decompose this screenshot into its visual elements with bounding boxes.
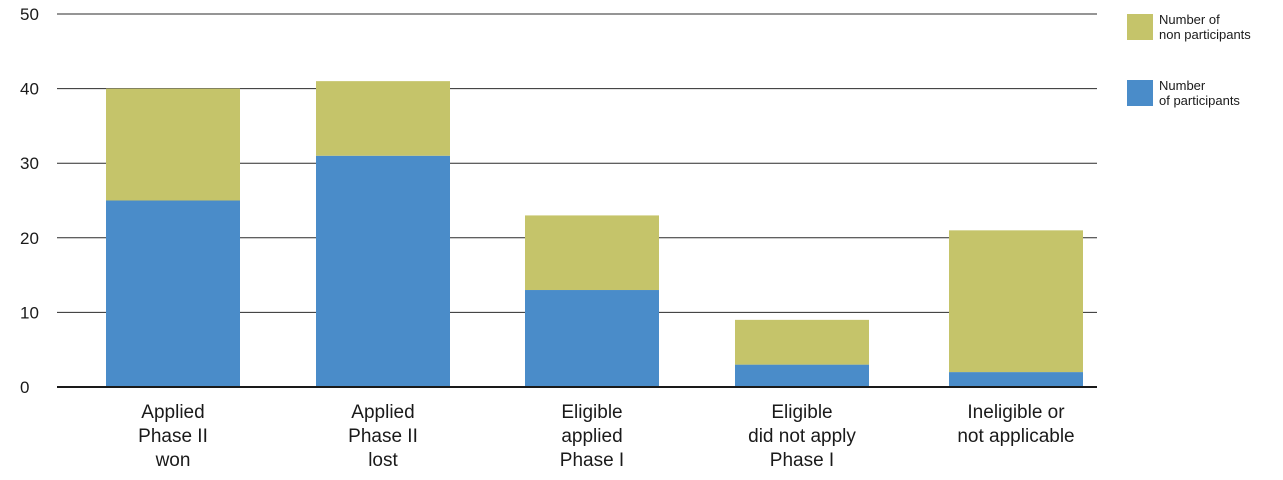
y-tick-label: 30 — [20, 154, 39, 173]
y-tick-label: 50 — [20, 5, 39, 24]
x-axis-labels: Applied Phase II won Applied Phase II lost Eli… — [138, 402, 1074, 471]
x-tick-label: Eligible did not apply Phase I — [748, 402, 856, 471]
x-tick-label-line: did not apply — [748, 426, 856, 447]
y-axis-ticks: 0 10 20 30 40 50 — [20, 5, 39, 397]
legend-label-line: Number — [1159, 78, 1206, 93]
x-tick-label-line: Phase II — [138, 426, 208, 447]
bar-non-participants — [106, 88, 240, 201]
bar-non-participants — [735, 319, 869, 365]
x-tick-label: Eligible applied Phase I — [560, 402, 624, 471]
y-tick-label: 40 — [20, 80, 39, 99]
x-tick-label-line: Applied — [141, 402, 204, 423]
x-tick-label-line: Applied — [351, 402, 414, 423]
x-tick-label-line: Phase I — [770, 450, 834, 471]
bars — [106, 81, 1083, 387]
x-tick-label-line: Phase I — [560, 450, 624, 471]
y-tick-label: 10 — [20, 303, 39, 322]
x-tick-label-line: not applicable — [957, 426, 1074, 447]
x-tick-label: Applied Phase II won — [138, 402, 208, 471]
bar-non-participants — [949, 230, 1083, 373]
legend-label-line: non participants — [1159, 27, 1251, 42]
x-tick-label: Applied Phase II lost — [348, 402, 418, 471]
x-tick-label-line: Eligible — [771, 402, 832, 423]
legend-label: Number of non participants — [1159, 12, 1251, 42]
y-tick-label: 20 — [20, 229, 39, 248]
bar-non-participants — [316, 81, 450, 156]
x-tick-label-line: applied — [561, 426, 622, 447]
bar-non-participants — [525, 215, 659, 291]
x-tick-label-line: won — [155, 450, 191, 471]
x-tick-label-line: Phase II — [348, 426, 418, 447]
bar-participants — [525, 290, 659, 387]
x-tick-label-line: lost — [368, 450, 398, 471]
bar-participants — [735, 364, 869, 387]
legend-label: Number of participants — [1159, 78, 1240, 108]
legend-swatch — [1127, 14, 1153, 40]
bar-participants — [106, 200, 240, 387]
y-tick-label: 0 — [20, 378, 29, 397]
legend-label-line: Number of — [1159, 12, 1220, 27]
legend: Number of non participants Number of partic… — [1127, 12, 1251, 108]
legend-label-line: of participants — [1159, 93, 1240, 108]
legend-swatch — [1127, 80, 1153, 106]
bar-participants — [316, 155, 450, 387]
bar-participants — [949, 372, 1083, 387]
x-tick-label: Ineligible or not applicable — [957, 402, 1074, 447]
x-tick-label-line: Ineligible or — [967, 402, 1065, 423]
x-tick-label-line: Eligible — [561, 402, 622, 423]
